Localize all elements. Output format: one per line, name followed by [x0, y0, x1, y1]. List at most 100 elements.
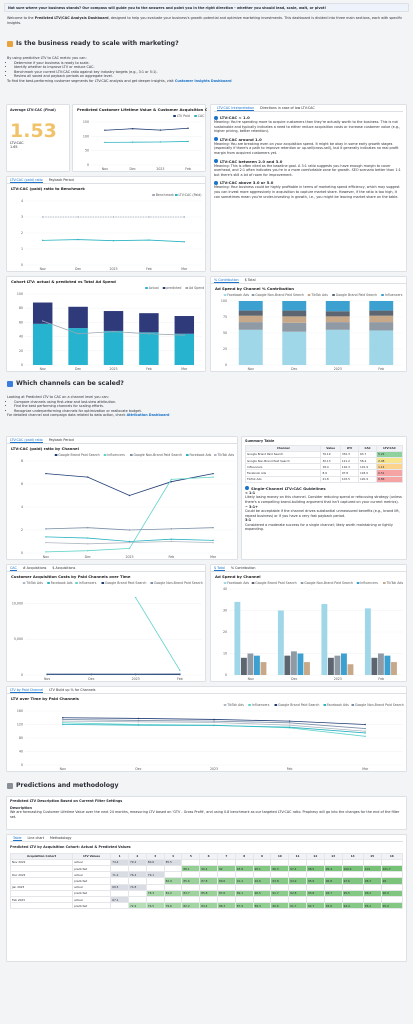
legend-label: Influencers — [79, 581, 97, 585]
tab[interactable]: Payback Period — [48, 438, 74, 442]
y-tick-label: 6 — [21, 482, 23, 486]
legend-label: predicted — [166, 286, 181, 290]
row: predicted 72.9 76.5 79.6 82.2 84.4 86.3 87.9 89.… — [9, 902, 404, 910]
kpi-sub: 1.65 — [10, 145, 18, 150]
x-tick-label: Nov — [102, 167, 108, 171]
tab[interactable]: # Acquisitions — [22, 566, 47, 570]
point — [170, 528, 172, 530]
y-tick-label: 8 — [21, 459, 23, 463]
point — [212, 472, 214, 475]
point — [212, 539, 214, 542]
y-tick-label: 120 — [17, 723, 23, 727]
kpi-card: Average LTV:CAC (Final) 1.53 LTV:CAC 1.6… — [6, 104, 70, 172]
note: To find the best-performing customer seg… — [7, 79, 307, 84]
chart-title: Customer Acquisition Costs by Paid Chann… — [11, 574, 131, 579]
note-link[interactable]: Customer Insights Dashboard — [174, 78, 232, 83]
point — [87, 476, 89, 478]
x-tick-label: Nov — [60, 767, 66, 771]
y-tick-label: 30 — [223, 609, 227, 613]
note-text: For detailed channel and campaign data r… — [7, 413, 126, 418]
y-tick-label: 0 — [225, 363, 227, 367]
point — [45, 541, 47, 544]
tab[interactable]: LTV:CAC Interpretation — [217, 105, 255, 111]
tab[interactable]: $ Total — [214, 565, 225, 571]
legend-swatch — [332, 294, 335, 296]
legend-swatch — [251, 582, 255, 584]
tab[interactable]: % Contribution — [230, 566, 256, 570]
y-tick-label: 160 — [17, 709, 23, 713]
cell: 95.2 — [362, 902, 382, 910]
bar-segment — [369, 301, 394, 311]
point — [131, 141, 134, 143]
legend-label: TikTok Ads — [25, 581, 43, 585]
point — [112, 216, 115, 218]
cell: 94.4 — [341, 902, 364, 910]
cell: 92.7 — [305, 902, 325, 910]
legend-label: TikTok Ads — [217, 453, 235, 457]
cell: 103.5 — [339, 475, 360, 483]
desc-title: Predicted LTV Description Based on Curre… — [10, 799, 123, 803]
guide-head: < 1:1 — [245, 490, 256, 495]
tab[interactable]: Directions in case of low LTV:CAC — [260, 106, 315, 110]
tab[interactable]: $ Acquisitions — [52, 566, 76, 570]
tab[interactable]: $ Total — [244, 278, 256, 282]
guide-title-text: Single-Channel LTV:CAC Guidelines — [251, 485, 326, 491]
bar — [341, 653, 347, 675]
tabs: Table Line chart Methodology — [10, 835, 403, 842]
y-tick-label: 1 — [21, 247, 23, 251]
section-title: Is the business ready to scale with mark… — [7, 40, 179, 48]
y-tick-label: 80 — [19, 736, 23, 740]
point — [187, 140, 189, 143]
welcome: Welcome to the Predicted LTV/CAC Analysi… — [7, 16, 407, 25]
tab[interactable]: LTV:CAC (paid) ratio — [10, 177, 43, 183]
tab[interactable]: LTV Build up % for Channels — [49, 688, 96, 692]
series-line — [104, 127, 189, 131]
point — [170, 538, 172, 540]
legend-label: Google Brand Paid Search — [278, 703, 319, 707]
tab[interactable]: LTV:CAC (paid) ratio — [10, 437, 43, 443]
cell: 72.9 — [128, 902, 147, 910]
bar-segment — [325, 322, 350, 330]
tab[interactable]: LTV by Paid Channel — [10, 687, 44, 693]
point — [148, 239, 150, 241]
bullet: Benchmark your current LTV:CAC ratio aga… — [14, 70, 307, 75]
point — [213, 720, 215, 722]
interp-text: Meaning: Your business could be highly p… — [214, 185, 400, 199]
chart: Customer Acquisition Costs by Paid Chann… — [11, 574, 203, 681]
tab[interactable]: % Contribution — [214, 277, 239, 283]
series-line — [135, 597, 181, 671]
kpi-title: Average LTV:CAC (Final) — [10, 108, 56, 112]
tab[interactable]: CAC — [10, 565, 17, 571]
y-tick-label: 100 — [17, 292, 23, 296]
bar-segment — [325, 311, 350, 317]
bar — [284, 655, 291, 675]
legend-swatch — [145, 287, 148, 289]
legend-swatch — [223, 704, 227, 706]
tab[interactable]: Table — [13, 835, 22, 841]
x-tick-label: 2023 — [334, 367, 342, 371]
icon — [214, 159, 218, 164]
note-link[interactable]: Attribution Dashboard — [126, 413, 170, 418]
table-card: Table Line chart Methodology Predicted LTV… — [6, 834, 407, 962]
tab[interactable]: Payback Period — [48, 178, 74, 182]
x-tick-label: 2023 — [334, 677, 342, 681]
y-tick-label: 40 — [19, 750, 23, 754]
bar-segment — [282, 301, 307, 311]
point — [159, 141, 162, 143]
y-tick-label: 0 — [21, 363, 23, 367]
description: Predicted LTV Description Based on Curre… — [6, 796, 407, 830]
icon — [214, 115, 218, 120]
point — [212, 541, 214, 544]
chart-title: Predicted Customer Lifetime Value & Cust… — [77, 107, 207, 112]
legend-label: Google Brand Paid Search — [336, 293, 377, 297]
point — [183, 241, 185, 243]
point — [77, 238, 79, 241]
x-tick-label: 2023 — [109, 267, 117, 271]
guide-text: Considered a moderate success for a sing… — [245, 522, 393, 532]
summary: Summary Table Channel Value LTV CAC LTV:CAC G… — [241, 436, 407, 560]
tab[interactable]: Line chart — [27, 836, 45, 840]
tab[interactable]: Methodology — [50, 836, 72, 840]
y-tick-label: 60 — [19, 320, 23, 324]
chart-title: LTV:CAC (paid) ratio to Benchmark — [11, 186, 85, 191]
legend-swatch — [307, 294, 311, 296]
